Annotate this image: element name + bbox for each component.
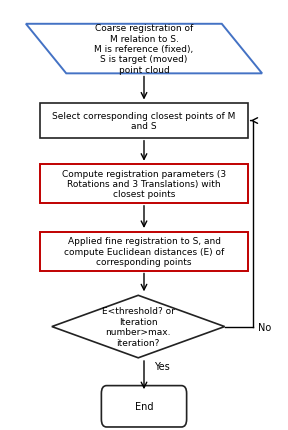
Text: Compute registration parameters (3
Rotations and 3 Translations) with
closest po: Compute registration parameters (3 Rotat… bbox=[62, 169, 226, 199]
Text: End: End bbox=[135, 401, 153, 412]
Text: Select corresponding closest points of M
and S: Select corresponding closest points of M… bbox=[52, 111, 236, 131]
FancyBboxPatch shape bbox=[40, 232, 248, 271]
Text: Applied fine registration to S, and
compute Euclidean distances (E) of
correspon: Applied fine registration to S, and comp… bbox=[64, 237, 224, 267]
FancyBboxPatch shape bbox=[101, 386, 187, 427]
FancyBboxPatch shape bbox=[40, 165, 248, 203]
Polygon shape bbox=[52, 296, 225, 358]
Text: No: No bbox=[258, 322, 271, 332]
Text: Yes: Yes bbox=[154, 361, 170, 372]
Text: E<threshold? or
Iteration
number>max.
iteration?: E<threshold? or Iteration number>max. it… bbox=[102, 307, 175, 347]
FancyBboxPatch shape bbox=[40, 104, 248, 138]
Polygon shape bbox=[26, 25, 262, 74]
Text: Coarse registration of
M relation to S.
M is reference (fixed),
S is target (mov: Coarse registration of M relation to S. … bbox=[94, 24, 194, 75]
